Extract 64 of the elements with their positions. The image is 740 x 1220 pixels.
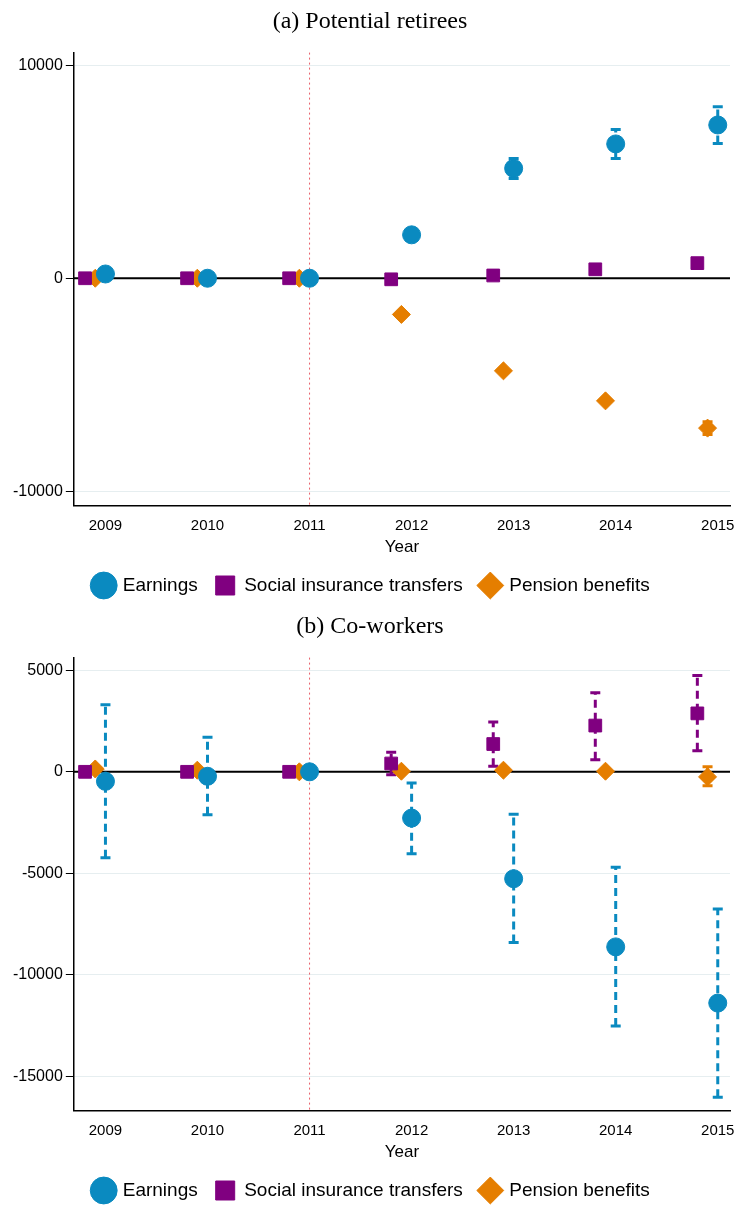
y-tick-label: 10000 (18, 55, 63, 73)
point (95, 771, 115, 791)
point (198, 268, 218, 288)
point (486, 737, 501, 751)
point (300, 268, 320, 288)
point (690, 256, 705, 270)
x-tick-label: 2013 (496, 515, 531, 533)
x-tick-label: 2012 (394, 515, 429, 533)
point (95, 264, 115, 284)
legend-label: Social insurance transfers (244, 573, 463, 595)
x-tick-label: 2010 (190, 1120, 225, 1138)
x-tick-label: 2014 (599, 1120, 633, 1138)
legend-label: Earnings (122, 1178, 198, 1200)
point (402, 808, 422, 828)
point (384, 756, 399, 771)
x-tick-label: 2011 (293, 1120, 326, 1138)
point (282, 764, 297, 779)
y-tick-label: 5000 (27, 660, 63, 678)
legend-label: Pension benefits (509, 1178, 650, 1200)
point (384, 272, 399, 287)
point (486, 268, 501, 283)
y-tick-label: 0 (53, 762, 63, 780)
y-tick-label: 0 (53, 268, 63, 286)
legend-label: Earnings (122, 573, 198, 595)
point (493, 760, 513, 780)
x-tick-label: 2010 (190, 515, 225, 533)
x-tick-label: 2012 (394, 1120, 429, 1138)
point (198, 766, 218, 786)
point (596, 761, 615, 781)
point (180, 764, 194, 779)
x-tick-label: 2011 (293, 515, 326, 533)
x-tick-label: 2009 (88, 1120, 123, 1138)
point (78, 271, 92, 286)
point (708, 993, 728, 1013)
y-tick-label: -10000 (12, 965, 63, 983)
legend-label: Social insurance transfers (244, 1178, 463, 1200)
point (391, 304, 411, 324)
point (588, 718, 603, 733)
legend-label: Pension benefits (509, 573, 650, 595)
x-tick-label: 2015 (701, 1120, 735, 1138)
x-tick-label: 2014 (599, 515, 633, 533)
point (606, 937, 626, 957)
x-tick-label: 2013 (496, 1120, 531, 1138)
point (588, 262, 603, 277)
point (504, 869, 524, 889)
chart-title: (b) Co-workers (295, 611, 445, 640)
y-tick-label: -5000 (21, 863, 63, 881)
point (78, 764, 92, 779)
point (606, 134, 626, 154)
point (300, 762, 320, 782)
point (708, 115, 728, 135)
point (493, 361, 513, 381)
y-tick-label: -10000 (12, 481, 63, 499)
point (180, 271, 194, 286)
point (596, 391, 615, 411)
x-axis-title: Year (384, 1142, 420, 1162)
y-tick-label: -15000 (12, 1066, 63, 1084)
x-tick-label: 2015 (701, 515, 735, 533)
x-tick-label: 2009 (88, 515, 123, 533)
chart-title: (a) Potential retirees (271, 6, 469, 35)
x-axis-title: Year (384, 537, 420, 557)
point (690, 706, 705, 721)
point (282, 271, 297, 286)
point (402, 225, 422, 245)
